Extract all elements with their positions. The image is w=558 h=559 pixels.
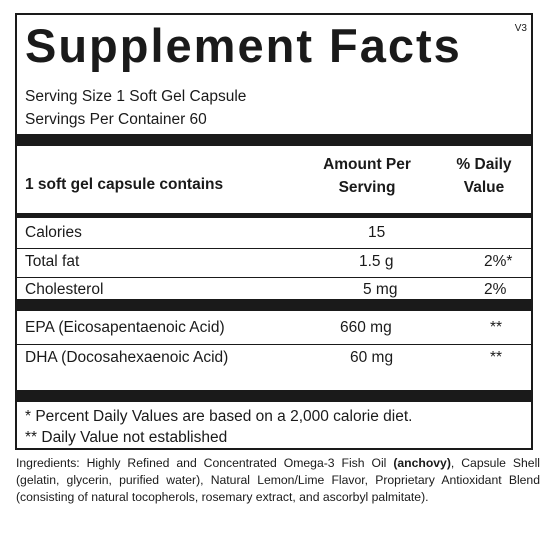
header-amount-line2: Serving: [338, 179, 396, 196]
supplement-facts-panel: Supplement Facts V3 Serving Size 1 Soft …: [15, 13, 533, 450]
divider-thick: [17, 134, 531, 146]
row-name: Cholesterol: [25, 281, 104, 298]
row-divider: [17, 344, 531, 345]
row-dv: **: [490, 319, 503, 336]
ingredients-bold: (anchovy): [393, 456, 451, 470]
row-amount: 15: [368, 224, 386, 241]
footnote-not-established: ** Daily Value not established: [25, 429, 228, 446]
header-dv-line2: Value: [463, 179, 505, 196]
divider-thick: [17, 390, 531, 402]
panel-title: Supplement Facts: [25, 19, 462, 72]
row-name: DHA (Docosahexaenoic Acid): [25, 349, 229, 366]
row-amount: 660 mg: [340, 319, 392, 336]
header-dv-line1: % Daily: [456, 156, 512, 173]
header-contains: 1 soft gel capsule contains: [25, 176, 224, 193]
ingredients-prefix: Ingredients: Highly Refined and Concentr…: [16, 456, 394, 470]
row-name: Total fat: [25, 253, 80, 270]
row-amount: 1.5 g: [359, 253, 394, 270]
serving-size: Serving Size 1 Soft Gel Capsule: [25, 88, 247, 105]
version-tag: V3: [514, 23, 527, 34]
ingredients-suffix: , Capsule Shell (gelatin, glycerin, puri…: [16, 456, 540, 505]
row-dv: 2%: [484, 281, 507, 298]
row-dv: 2%*: [484, 253, 513, 270]
row-amount: 60 mg: [350, 349, 394, 366]
row-dv: **: [490, 349, 503, 366]
row-amount: 5 mg: [363, 281, 398, 298]
row-name: Calories: [25, 224, 82, 241]
footnote-percent: * Percent Daily Values are based on a 2,…: [25, 408, 413, 425]
row-name: EPA (Eicosapentaenoic Acid): [25, 319, 225, 336]
divider-medium: [17, 213, 531, 218]
header-amount: Amount Per Serving: [305, 153, 429, 199]
header-daily-value: % Daily Value: [449, 153, 519, 199]
header-amount-line1: Amount Per: [323, 156, 411, 173]
row-divider: [17, 248, 531, 249]
row-divider: [17, 277, 531, 278]
divider-thick: [17, 299, 531, 311]
servings-per-container: Servings Per Container 60: [25, 111, 207, 128]
ingredients-text: Ingredients: Highly Refined and Concentr…: [16, 455, 540, 507]
